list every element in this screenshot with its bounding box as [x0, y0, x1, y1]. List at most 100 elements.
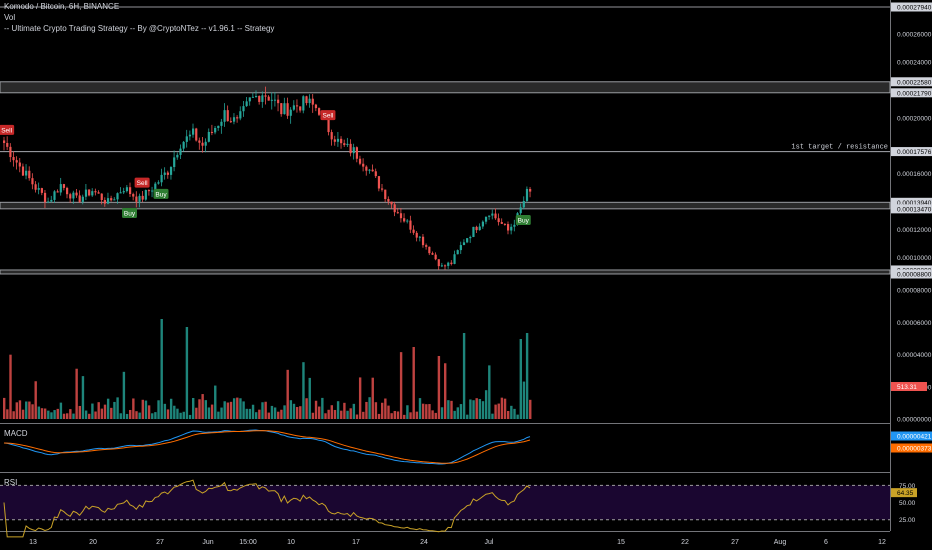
candle-body: [258, 96, 261, 102]
volume-bar: [428, 404, 431, 419]
price-axis[interactable]: 0.00026000 0.00024000 0.00020000 0.00016000…: [891, 2, 932, 424]
volume-bar: [226, 402, 230, 419]
macd-signal-line: [3, 430, 531, 464]
buy-signal[interactable]: Buy: [122, 208, 137, 219]
candle-body: [525, 188, 529, 202]
volume-bar: [453, 410, 456, 419]
volume-bar: [481, 401, 485, 419]
sell-label: Sell: [137, 180, 148, 187]
candle-body: [88, 189, 91, 196]
candle-body: [330, 132, 333, 140]
volume-bar: [340, 410, 343, 419]
price-tick-label: 0.00026000: [897, 32, 932, 39]
sell-signal[interactable]: Sell: [320, 110, 336, 121]
volume-bar: [431, 410, 434, 419]
candle-body: [226, 110, 229, 122]
macd-axis[interactable]: 0.00000421 0.00000373: [891, 431, 932, 453]
candle-body: [6, 142, 9, 147]
price-level-tag: [891, 88, 932, 98]
target-resistance-label: 1st target / resistance: [791, 144, 888, 152]
candle-body: [308, 98, 311, 104]
volume-bar: [273, 407, 277, 419]
candle-body: [210, 131, 214, 133]
macd-legend[interactable]: MACD: [4, 429, 28, 438]
candle-body: [340, 138, 343, 144]
macd-value-tag: [891, 431, 932, 441]
sell-signal[interactable]: Sell: [134, 177, 150, 188]
time-tick-label: 22: [681, 539, 689, 546]
volume-bar: [327, 409, 330, 419]
volume-bar: [50, 412, 53, 419]
volume-bar: [59, 402, 63, 419]
time-tick-label: 24: [420, 539, 428, 546]
sell-signal[interactable]: Sell: [0, 124, 15, 135]
zone-1: [0, 81, 891, 94]
volume-bar: [277, 411, 280, 419]
support-resistance-zones: [0, 81, 891, 275]
macd-value-tag-label: 0.00000421: [897, 434, 932, 441]
volume-bar: [239, 398, 242, 419]
candle-body: [119, 192, 122, 194]
volume-bar: [500, 397, 504, 419]
candle-body: [450, 262, 453, 264]
rsi-value-tag-label: 64.35: [897, 490, 914, 497]
candle-body: [513, 224, 516, 227]
volume-bar: [450, 400, 453, 419]
time-tick-label: Jun: [202, 539, 213, 546]
volume-bar: [160, 319, 163, 419]
volume-bar: [387, 405, 390, 419]
price-level-tag: [891, 204, 932, 214]
sell-label: Sell: [323, 113, 334, 120]
volume-bar: [217, 411, 220, 419]
volume-bar: [280, 409, 283, 419]
rsi-legend[interactable]: RSI: [4, 478, 18, 487]
volume-bar: [198, 399, 201, 419]
volume-bar: [3, 397, 6, 419]
volume-bar: [484, 390, 488, 419]
candle-body: [154, 183, 157, 191]
candle-body: [182, 141, 185, 149]
price-level-tag-label: 0.00013470: [897, 206, 932, 213]
price-tick-label: 0.00000000: [897, 417, 932, 424]
volume-bar: [113, 401, 116, 419]
volume-bar: [214, 385, 217, 419]
candle-body: [289, 109, 292, 116]
buy-signal[interactable]: Buy: [153, 188, 169, 199]
volume-bar: [43, 408, 47, 419]
candlestick-series: [3, 86, 532, 270]
volume-bar: [18, 400, 22, 419]
candle-body: [387, 199, 390, 202]
volume-bar: [147, 405, 151, 419]
candle-body: [431, 253, 434, 255]
time-tick-label: Aug: [774, 539, 787, 546]
volume-bar: [478, 398, 482, 419]
symbol-title[interactable]: Komodo / Bitcoin, 6H, BINANCE: [4, 2, 120, 11]
rsi-axis[interactable]: 75.00 50.00 25.00 64.35: [891, 483, 917, 524]
buy-signal[interactable]: Buy: [515, 215, 531, 226]
candle-body: [185, 136, 188, 142]
candle-body: [381, 188, 384, 190]
candle-body: [292, 105, 295, 110]
volume-bar: [188, 414, 192, 419]
candle-body: [421, 236, 425, 246]
candle-body: [377, 176, 381, 189]
time-axis[interactable]: 13 20 27 Jun 15:00 10 17 24 Jul 15 22 27 Aug 6 12: [29, 539, 886, 546]
volume-legend[interactable]: Vol: [4, 13, 16, 22]
volume-bar: [469, 399, 472, 419]
candle-body: [214, 127, 217, 133]
strategy-legend[interactable]: -- Ultimate Crypto Trading Strategy -- B…: [4, 24, 275, 33]
volume-bar: [132, 398, 135, 419]
candle-body: [53, 191, 56, 200]
volume-bar: [84, 410, 88, 419]
volume-bar: [12, 411, 15, 419]
volume-bar: [242, 401, 245, 419]
volume-bar: [69, 409, 72, 419]
buy-label: Buy: [124, 211, 136, 218]
volume-bar: [151, 413, 154, 419]
candle-body: [412, 229, 415, 233]
price-level-tag: [891, 2, 932, 12]
candle-body: [286, 103, 289, 116]
volume-bar: [371, 377, 374, 419]
